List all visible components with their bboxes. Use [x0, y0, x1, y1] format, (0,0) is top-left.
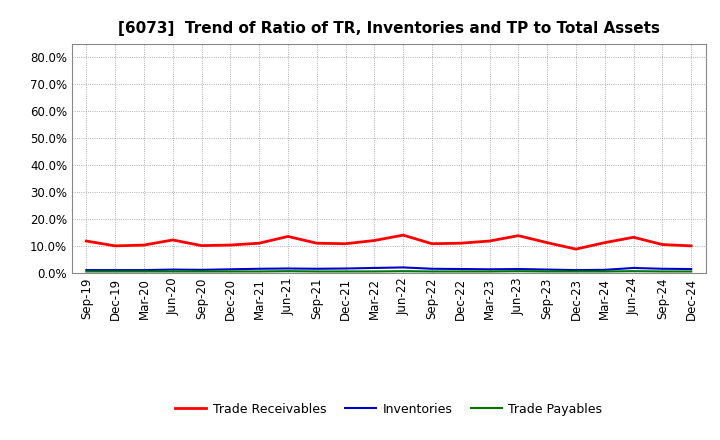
Trade Payables — [140, 269, 148, 274]
Trade Receivables — [399, 232, 408, 238]
Inventories — [485, 267, 494, 272]
Trade Receivables — [428, 241, 436, 246]
Inventories — [600, 267, 609, 272]
Trade Payables — [168, 269, 177, 274]
Trade Payables — [111, 269, 120, 274]
Trade Payables — [485, 269, 494, 274]
Trade Receivables — [168, 237, 177, 242]
Trade Receivables — [456, 241, 465, 246]
Inventories — [456, 266, 465, 271]
Inventories — [312, 266, 321, 271]
Inventories — [168, 267, 177, 272]
Legend: Trade Receivables, Inventories, Trade Payables: Trade Receivables, Inventories, Trade Pa… — [170, 398, 608, 421]
Title: [6073]  Trend of Ratio of TR, Inventories and TP to Total Assets: [6073] Trend of Ratio of TR, Inventories… — [118, 21, 660, 36]
Inventories — [572, 268, 580, 273]
Trade Payables — [600, 269, 609, 274]
Line: Inventories: Inventories — [86, 268, 691, 270]
Inventories — [514, 266, 523, 271]
Inventories — [428, 266, 436, 271]
Trade Payables — [456, 269, 465, 274]
Trade Receivables — [255, 241, 264, 246]
Inventories — [341, 266, 350, 271]
Trade Payables — [629, 268, 638, 274]
Trade Receivables — [197, 243, 206, 248]
Inventories — [370, 265, 379, 271]
Trade Payables — [543, 269, 552, 274]
Inventories — [399, 265, 408, 270]
Inventories — [284, 266, 292, 271]
Inventories — [111, 268, 120, 273]
Trade Payables — [341, 269, 350, 274]
Inventories — [255, 266, 264, 271]
Trade Payables — [312, 269, 321, 274]
Trade Receivables — [284, 234, 292, 239]
Trade Receivables — [82, 238, 91, 244]
Trade Receivables — [514, 233, 523, 238]
Trade Receivables — [370, 238, 379, 243]
Trade Receivables — [312, 241, 321, 246]
Inventories — [687, 266, 696, 271]
Trade Receivables — [687, 243, 696, 249]
Trade Payables — [197, 269, 206, 274]
Trade Receivables — [629, 235, 638, 240]
Inventories — [543, 267, 552, 272]
Trade Receivables — [226, 242, 235, 248]
Line: Trade Receivables: Trade Receivables — [86, 235, 691, 249]
Trade Payables — [399, 268, 408, 274]
Inventories — [140, 268, 148, 273]
Trade Receivables — [140, 242, 148, 248]
Trade Payables — [572, 269, 580, 274]
Trade Receivables — [543, 240, 552, 245]
Trade Payables — [82, 269, 91, 274]
Trade Payables — [284, 268, 292, 274]
Inventories — [226, 267, 235, 272]
Inventories — [197, 267, 206, 272]
Trade Payables — [255, 269, 264, 274]
Trade Payables — [514, 268, 523, 274]
Inventories — [82, 268, 91, 273]
Inventories — [629, 265, 638, 271]
Trade Receivables — [600, 240, 609, 245]
Trade Payables — [687, 269, 696, 274]
Trade Receivables — [111, 243, 120, 249]
Trade Receivables — [485, 238, 494, 244]
Trade Receivables — [658, 242, 667, 247]
Trade Receivables — [341, 241, 350, 246]
Trade Payables — [428, 269, 436, 274]
Trade Payables — [658, 269, 667, 274]
Trade Payables — [370, 269, 379, 274]
Trade Payables — [226, 269, 235, 274]
Trade Receivables — [572, 246, 580, 252]
Inventories — [658, 266, 667, 271]
